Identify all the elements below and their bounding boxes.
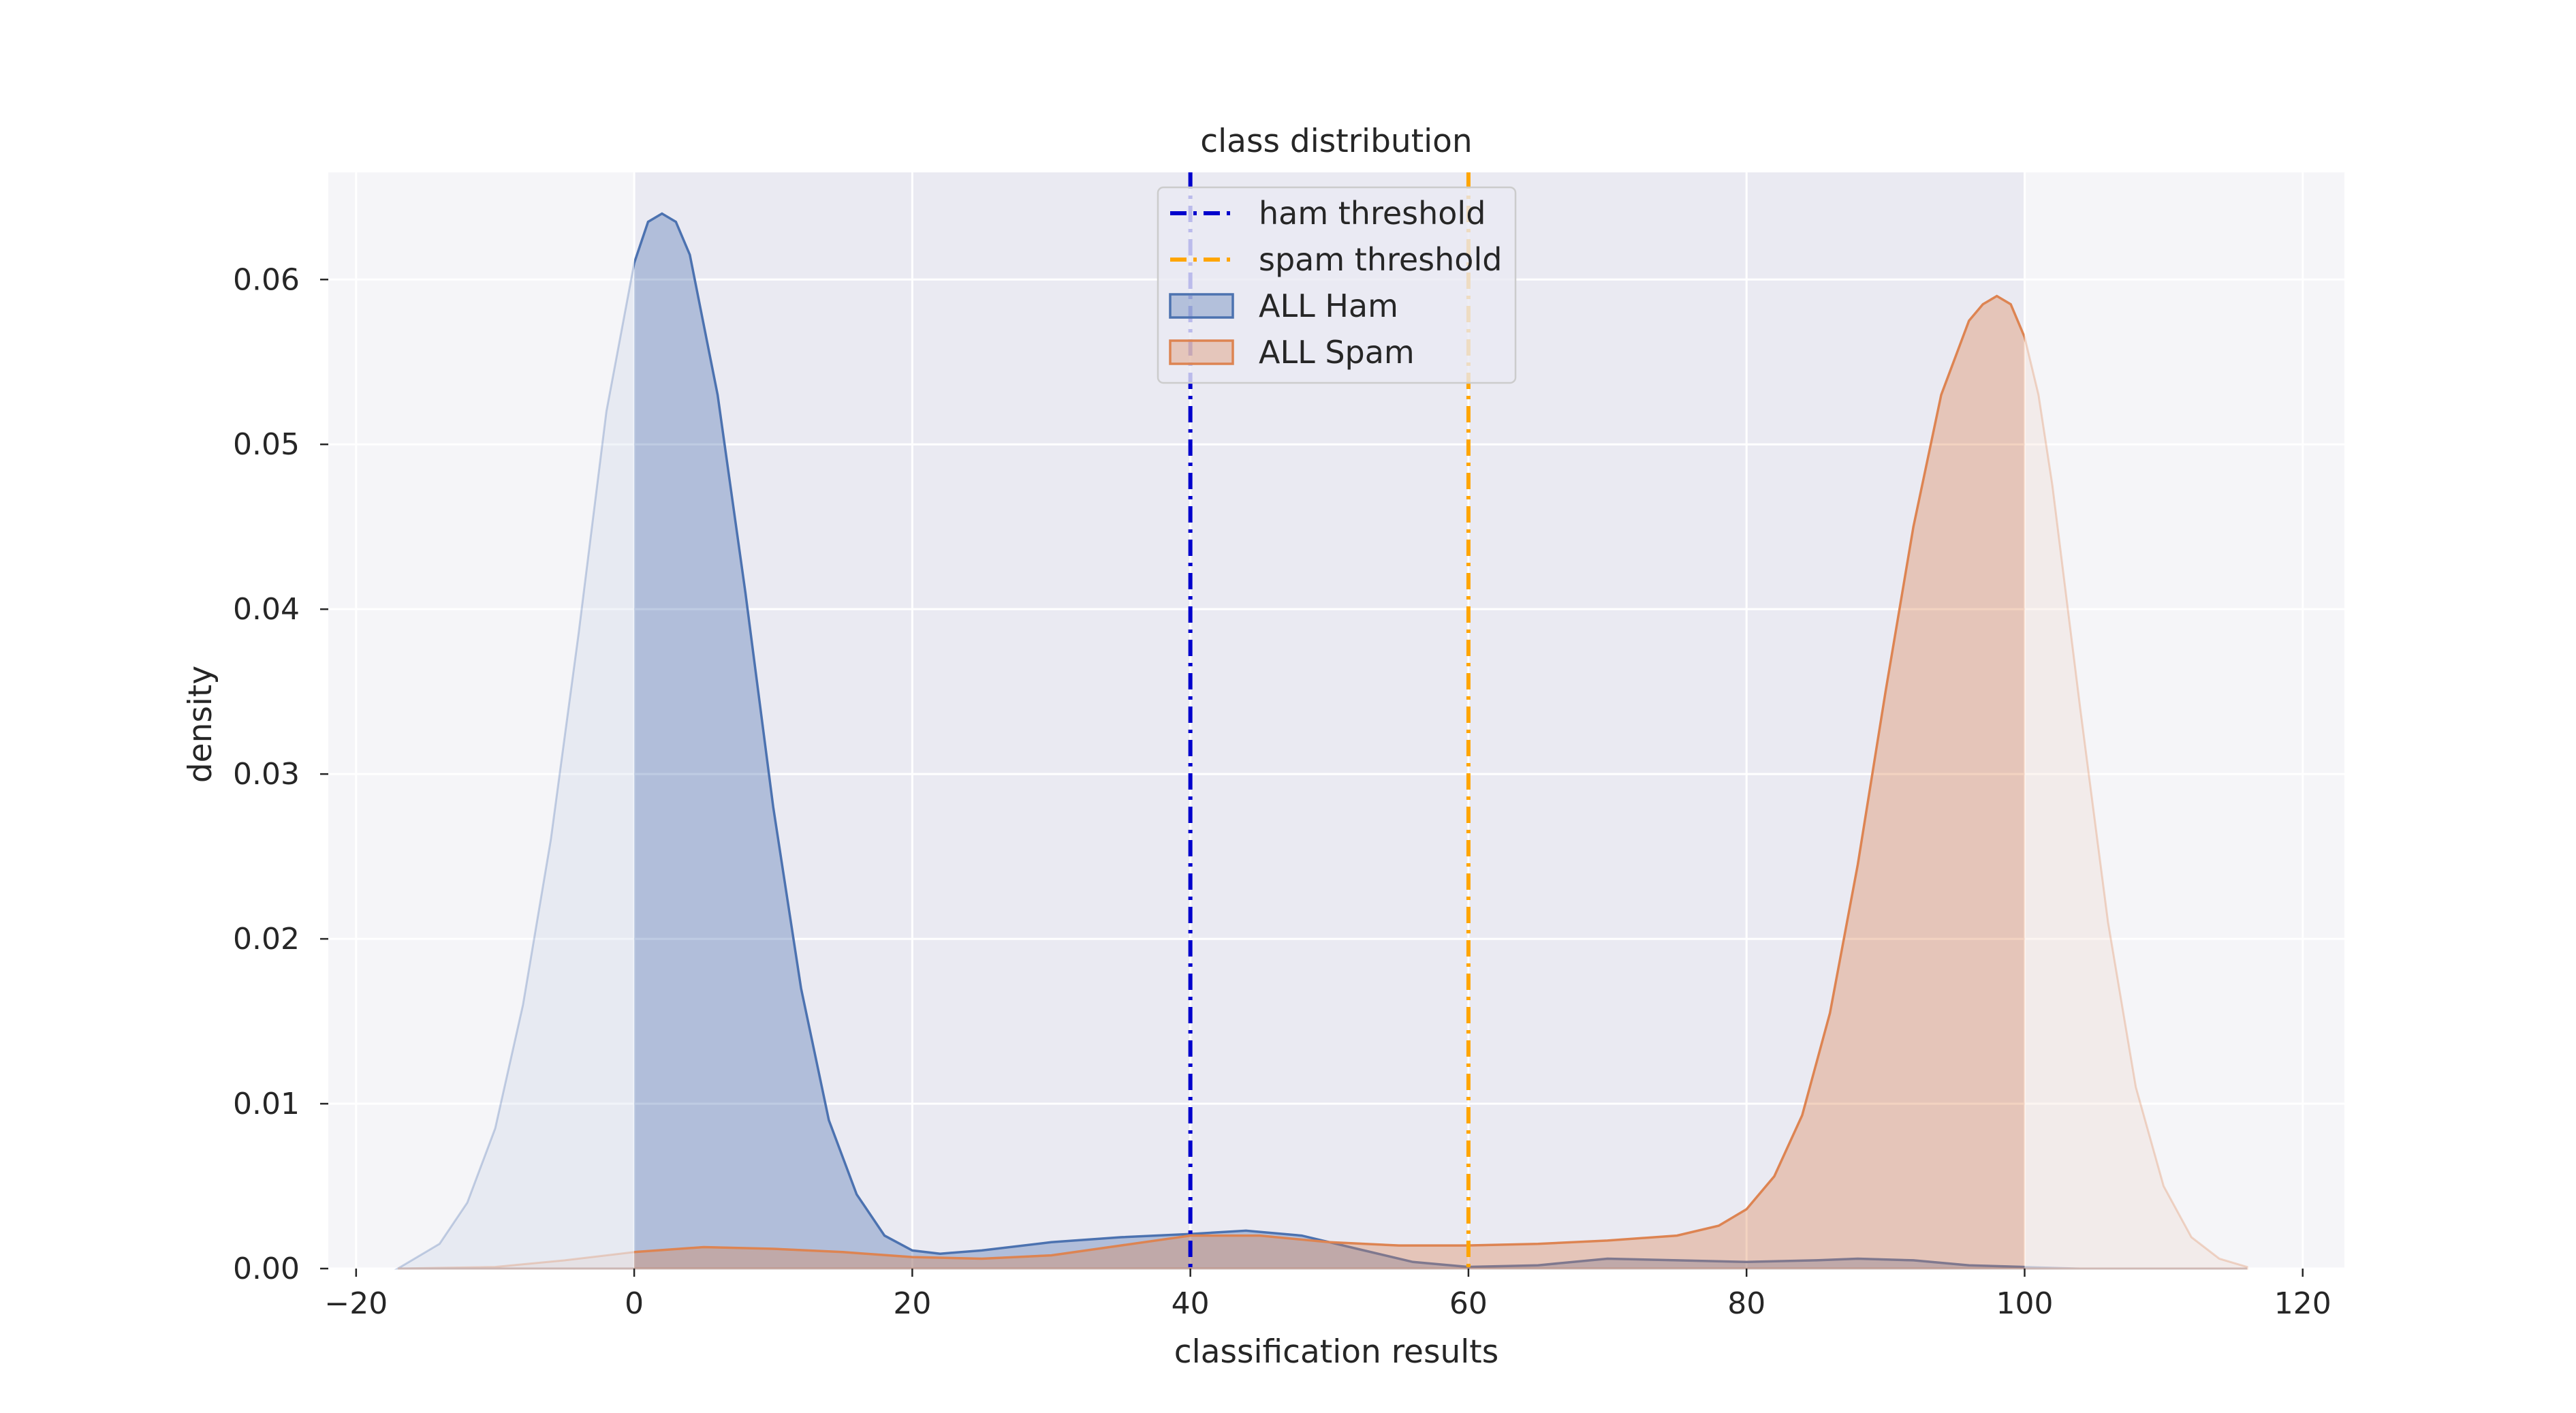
y-tick-label: 0.06 (233, 262, 300, 297)
series-0-band-group (634, 212, 2025, 1269)
legend-entry-label: spam threshold (1259, 241, 1502, 278)
series-0-line (634, 212, 2025, 1269)
chart-title: class distribution (1200, 123, 1472, 160)
y-tick-label: 0.05 (233, 427, 300, 462)
y-tick-label: 0.03 (233, 757, 300, 792)
series-0-area (634, 213, 2025, 1269)
x-tick-label: 80 (1727, 1286, 1765, 1321)
legend-box (1157, 186, 1517, 384)
x-tick-label: 0 (625, 1286, 644, 1321)
x-tick-label: 60 (1449, 1286, 1488, 1321)
legend-entry-label: ALL Spam (1259, 334, 1415, 371)
x-tick-label: 100 (1996, 1286, 2053, 1321)
legend-patch-swatch (1169, 339, 1234, 365)
x-tick-label: −20 (324, 1286, 388, 1321)
series-1-area (634, 296, 2025, 1269)
legend-entry-label: ham threshold (1259, 195, 1486, 232)
y-tick-label: 0.00 (233, 1252, 300, 1286)
y-tick-label: 0.01 (233, 1087, 300, 1121)
x-tick-label: 20 (893, 1286, 931, 1321)
legend-entry-label: ALL Ham (1259, 288, 1398, 324)
y-tick-label: 0.02 (233, 922, 300, 957)
legend-patch-swatch (1169, 293, 1234, 319)
series-1-band-group (634, 294, 2025, 1269)
x-tick-label: 120 (2274, 1286, 2331, 1321)
x-tick-label: 40 (1172, 1286, 1210, 1321)
series-1-line (634, 294, 2025, 1260)
y-tick-label: 0.04 (233, 592, 300, 627)
y-axis-label: density (182, 666, 219, 783)
x-axis-label: classification results (1174, 1333, 1498, 1371)
